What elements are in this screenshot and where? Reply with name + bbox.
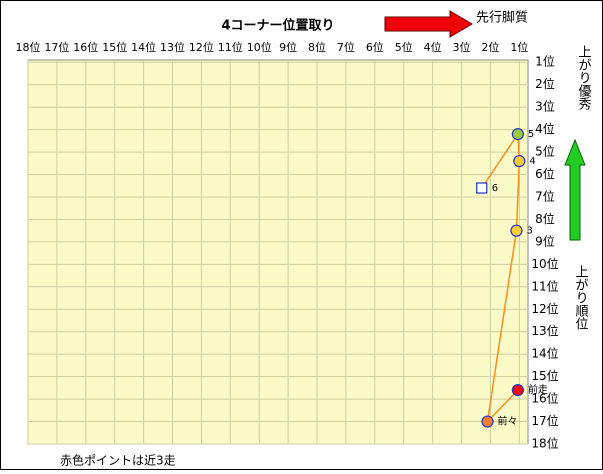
y-tick-label: 15位: [531, 368, 558, 383]
y-tick-label: 7位: [535, 188, 555, 203]
point-label: 3: [526, 226, 532, 237]
x-tick-label: 4位: [424, 40, 442, 54]
y-tick-label: 13位: [531, 323, 558, 338]
x-tick-label: 3位: [453, 40, 471, 54]
chart-title: 4コーナー位置取り: [221, 18, 334, 34]
series-line: [481, 131, 521, 424]
x-tick-label: 14位: [131, 40, 156, 54]
y-tick-label: 4位: [535, 121, 555, 136]
x-tick-label: 1位: [510, 40, 528, 54]
x-tick-label: 6位: [366, 40, 384, 54]
x-tick-label: 18位: [16, 40, 41, 54]
point-label: 前々: [498, 415, 518, 428]
y-tick-label: 5位: [535, 144, 555, 159]
x-tick-label: 16位: [73, 40, 98, 54]
y-tick-label: 8位: [535, 211, 555, 226]
y-axis-title: 上がり順位: [573, 265, 589, 330]
x-direction: 先行脚質: [476, 10, 528, 26]
x-tick-label: 8位: [308, 40, 326, 54]
point: [481, 415, 494, 428]
x-tick-label: 9位: [279, 40, 297, 54]
y-tick-label: 1位: [535, 54, 555, 69]
point: [510, 224, 523, 237]
x-tick-label: 12位: [189, 40, 214, 54]
point: [513, 154, 526, 168]
x-tick-label: 15位: [102, 40, 127, 54]
y-direction: 上がり優秀: [576, 45, 592, 111]
y-tick-label: 3位: [535, 99, 555, 114]
x-tick-label: 7位: [337, 40, 355, 54]
y-tick-label: 6位: [535, 166, 555, 181]
note: 赤色ポイントは近3走: [60, 454, 176, 468]
point-label: 5: [528, 129, 534, 140]
x-tick-label: 2位: [481, 40, 499, 54]
x-tick-label: 13位: [160, 40, 185, 54]
y-tick-label: 11位: [531, 278, 558, 293]
y-tick-label: 12位: [531, 301, 558, 316]
y-tick-label: 2位: [535, 76, 555, 91]
point: [511, 128, 524, 141]
x-tick-label: 5位: [395, 40, 413, 54]
y-tick-label: 14位: [531, 346, 558, 361]
y-tick-label: 17位: [531, 413, 558, 428]
y-tick-label: 10位: [531, 256, 558, 271]
arrow-right: [384, 10, 473, 38]
point-label: 6: [492, 183, 498, 194]
y-tick-label: 18位: [531, 436, 558, 451]
y-tick-label: 9位: [535, 233, 555, 248]
x-tick-label: 17位: [44, 40, 69, 54]
arrow-up: [564, 138, 586, 241]
x-tick-label: 11位: [218, 40, 243, 54]
y-tick-label: 16位: [531, 391, 558, 406]
x-tick-label: 10位: [247, 40, 272, 54]
point: [476, 182, 488, 194]
point: [511, 384, 524, 397]
plot-area: [27, 59, 529, 445]
point-label: 前走: [528, 383, 548, 396]
point-label: 4: [529, 156, 535, 167]
